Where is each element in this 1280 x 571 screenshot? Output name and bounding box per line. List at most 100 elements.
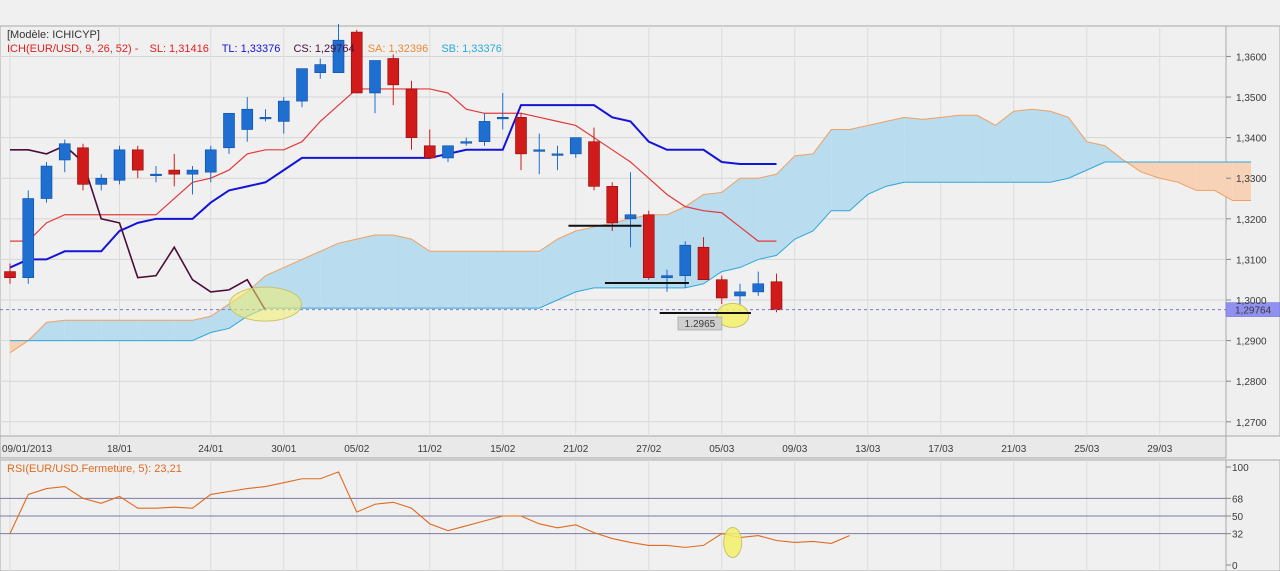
x-tick-label: 21/02 xyxy=(563,444,588,455)
cloud-segment xyxy=(612,218,631,288)
cloud-segment xyxy=(119,320,138,341)
annotation-label: 1.2965 xyxy=(685,319,716,330)
cloud-segment xyxy=(1141,161,1160,179)
x-tick-label: 05/02 xyxy=(344,444,369,455)
rsi-label: RSI(EUR/USD.Fermeture, 5): 23,21 xyxy=(7,463,182,475)
candle-body xyxy=(204,149,217,173)
candle xyxy=(204,145,217,183)
candle-body xyxy=(40,165,53,199)
x-tick-label: 27/02 xyxy=(636,444,661,455)
candle-body xyxy=(460,141,473,144)
cloud-segment xyxy=(64,320,83,341)
cloud-segment xyxy=(320,243,339,309)
candle xyxy=(4,263,16,284)
cloud-segment xyxy=(776,155,795,256)
candle-body xyxy=(350,31,363,94)
cloud-segment xyxy=(1214,161,1233,201)
candle-body xyxy=(296,68,308,102)
legend-sl: SL: 1,31416 xyxy=(149,43,208,55)
candle-body xyxy=(4,271,16,278)
cloud-segment xyxy=(429,251,448,309)
candle xyxy=(642,210,655,280)
cloud-segment xyxy=(794,153,813,240)
cloud-segment xyxy=(1050,111,1069,183)
chikou-span-line xyxy=(10,144,267,311)
cloud-segment xyxy=(1159,161,1178,183)
cloud-segment xyxy=(156,320,175,341)
cloud-segment xyxy=(1068,117,1087,179)
candle xyxy=(405,80,418,150)
candle-body xyxy=(661,275,673,278)
y-tick-label: 1,2700 xyxy=(1236,418,1267,429)
cloud-segment xyxy=(210,304,229,333)
rsi-tick-label: 50 xyxy=(1232,512,1244,523)
cloud-segment xyxy=(849,125,868,211)
y-tick-label: 1,3000 xyxy=(1236,296,1267,307)
candle xyxy=(150,166,162,183)
candle-body xyxy=(259,117,272,120)
cloud-segment xyxy=(1032,109,1051,183)
y-tick-label: 1,3600 xyxy=(1236,52,1267,63)
cloud-segment xyxy=(521,251,540,309)
cloud-segment xyxy=(740,178,759,268)
current-price-text: 1,29764 xyxy=(1235,306,1272,317)
candle-body xyxy=(131,149,144,171)
cloud-segment xyxy=(356,235,375,309)
cloud-segment xyxy=(539,239,558,309)
model-label: [Modèle: ICHICYP] xyxy=(7,29,100,41)
candle xyxy=(259,109,272,122)
candle xyxy=(350,30,363,94)
candle-body xyxy=(95,177,108,185)
candle-body xyxy=(734,291,746,297)
candle-body xyxy=(478,121,491,142)
candle xyxy=(460,137,473,146)
cloud-segment xyxy=(101,320,120,341)
candle xyxy=(241,97,254,142)
candle-body xyxy=(551,153,564,156)
cloud-segment xyxy=(758,174,777,260)
x-tick-label: 30/01 xyxy=(271,444,296,455)
cloud-segment xyxy=(302,251,321,309)
candle-body xyxy=(423,145,436,159)
x-axis-strip xyxy=(0,435,1227,459)
candle-body xyxy=(588,141,600,187)
cloud-segment xyxy=(721,178,740,272)
cloud-segment xyxy=(411,239,430,309)
candle-body xyxy=(442,145,454,159)
candles xyxy=(4,23,783,313)
candle xyxy=(186,166,199,195)
candle-body xyxy=(715,279,728,299)
candle xyxy=(423,129,436,159)
candle-body xyxy=(642,214,655,278)
cloud-segment xyxy=(575,226,594,292)
candle-body xyxy=(496,117,509,120)
cloud-segment xyxy=(137,320,156,341)
candle xyxy=(606,182,619,231)
legend-tl: TL: 1,33376 xyxy=(222,43,281,55)
candle xyxy=(679,241,692,288)
candle-body xyxy=(624,214,637,220)
cloud-segment xyxy=(502,251,521,309)
highlight-ellipse-chikou xyxy=(229,286,302,322)
candle-body xyxy=(515,117,527,155)
legend-sb: SB: 1,33376 xyxy=(441,43,502,55)
cloud-segment xyxy=(557,231,576,301)
highlight-ellipse-price xyxy=(716,302,750,328)
cloud-segment xyxy=(1013,109,1032,183)
candle xyxy=(515,113,527,171)
candle xyxy=(387,54,400,106)
candle xyxy=(624,172,637,248)
cloud-segment xyxy=(338,239,357,309)
candle xyxy=(661,269,673,292)
candle-body xyxy=(168,169,181,175)
annotation-label-box xyxy=(677,316,723,331)
candle xyxy=(478,113,491,146)
x-tick-label: 09/03 xyxy=(782,444,807,455)
rsi-tick-label: 0 xyxy=(1232,561,1238,571)
candle xyxy=(22,190,35,284)
candle xyxy=(113,145,126,185)
y-tick-label: 1,3200 xyxy=(1236,215,1267,226)
candle-body xyxy=(113,149,126,181)
candle xyxy=(58,139,71,173)
